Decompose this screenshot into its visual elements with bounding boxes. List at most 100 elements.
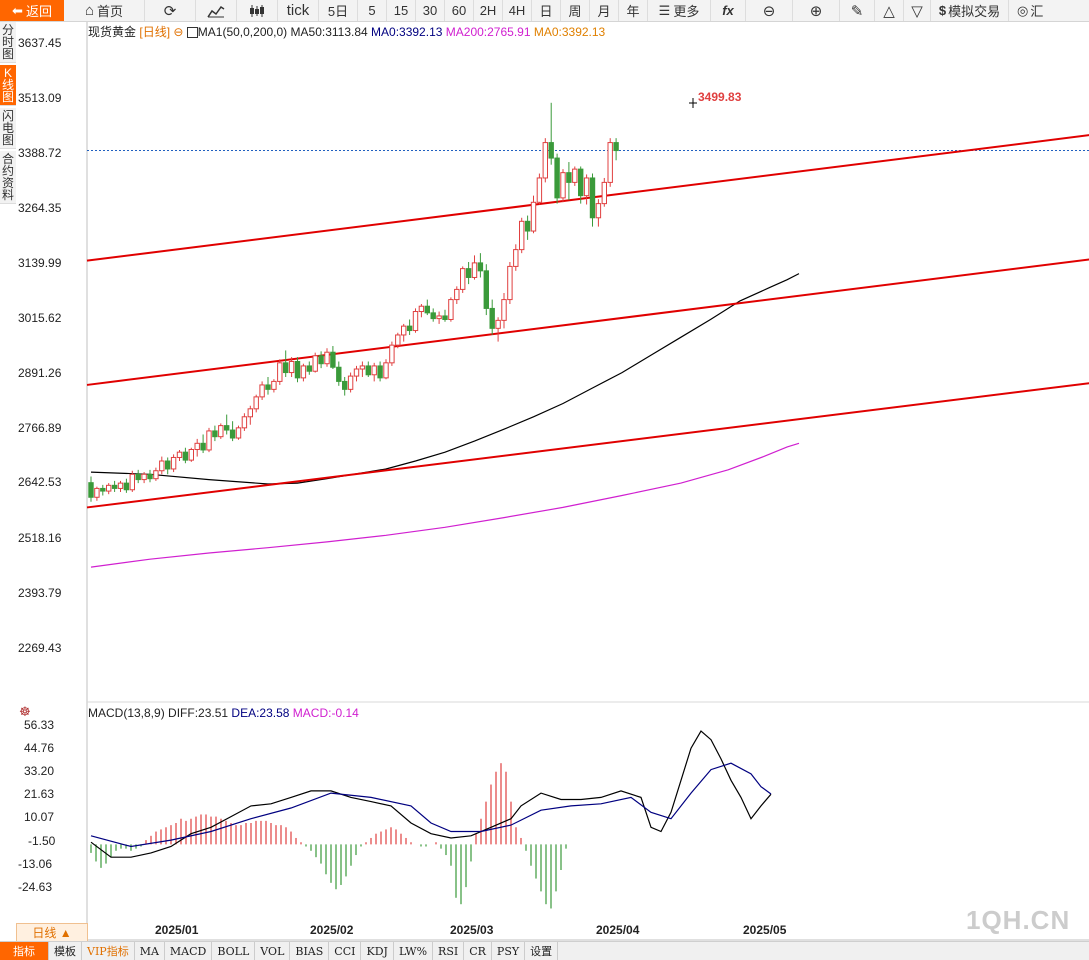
- exchange-button[interactable]: ◎ 汇: [1017, 2, 1044, 20]
- tab-vol[interactable]: VOL: [255, 942, 291, 960]
- tab-cci[interactable]: CCI: [329, 942, 362, 960]
- period-30min[interactable]: 30: [416, 0, 445, 21]
- period-year[interactable]: 年: [619, 0, 648, 21]
- candle-body: [548, 142, 554, 159]
- trend-line: [86, 258, 1089, 386]
- candle-body: [495, 319, 501, 329]
- tab-psy[interactable]: PSY: [492, 942, 526, 960]
- candle-body: [342, 380, 348, 390]
- tab-templates[interactable]: 模板: [49, 942, 82, 960]
- candle-body: [595, 203, 602, 219]
- period-60min[interactable]: 60: [445, 0, 474, 21]
- tick-button[interactable]: tick: [278, 0, 319, 21]
- tab-lw[interactable]: LW%: [394, 942, 434, 960]
- zoom-in-icon[interactable]: ⊕: [793, 0, 840, 21]
- macd-legend: MACD(13,8,9) DIFF:23.51 DEA:23.58 MACD:-…: [88, 706, 359, 720]
- tab-indicators[interactable]: 指标: [0, 942, 49, 960]
- period-tag[interactable]: [日线]: [139, 25, 171, 39]
- lock-icon: ⊖: [173, 25, 184, 39]
- triangle-down-icon[interactable]: ▽: [904, 0, 931, 21]
- period-week[interactable]: 周: [561, 0, 590, 21]
- period-2h[interactable]: 2H: [474, 0, 503, 21]
- candle-body: [436, 315, 442, 320]
- triangle-up-icon[interactable]: △: [875, 0, 904, 21]
- tab-ma[interactable]: MA: [135, 942, 165, 960]
- period-5min[interactable]: 5: [358, 0, 387, 21]
- period-5d[interactable]: 5日: [319, 0, 358, 21]
- candle-body: [460, 268, 466, 290]
- candlestick-glyph: [250, 4, 264, 17]
- period-day[interactable]: 日: [532, 0, 561, 21]
- y-tick: 2518.16: [18, 531, 62, 545]
- candle-body: [147, 473, 153, 480]
- simulated-trade-button[interactable]: $ 模拟交易: [931, 0, 1009, 21]
- y-tick: 2642.53: [18, 475, 62, 489]
- ma200-line: [90, 442, 800, 568]
- candle-body: [395, 334, 401, 346]
- candle-body: [454, 288, 460, 301]
- candle-body: [294, 360, 301, 379]
- ma200-value: MA200:2765.91: [445, 25, 531, 39]
- candle-body: [170, 456, 177, 470]
- candle-body: [477, 262, 484, 272]
- refresh-icon[interactable]: ⟳: [145, 0, 196, 21]
- tab-kline[interactable]: K线图: [0, 65, 16, 106]
- candle-body: [542, 142, 548, 179]
- period-15min[interactable]: 15: [387, 0, 416, 21]
- x-tick: 2025/03: [450, 923, 494, 937]
- period-4h[interactable]: 4H: [503, 0, 532, 21]
- top-toolbar: ⬅ 返回 ⌂ 首页 ⟳ tick 5日 5 15 30 60 2H 4H 日 周 月…: [0, 0, 1089, 22]
- candle-body: [418, 305, 425, 313]
- candle-body: [106, 484, 112, 492]
- candle-body: [424, 305, 431, 314]
- tab-contract-info[interactable]: 合约资料: [0, 151, 16, 204]
- candle-body: [229, 429, 236, 439]
- ma0-value: MA0:3392.13: [371, 25, 443, 39]
- candle-body: [188, 449, 195, 461]
- candle-body: [536, 177, 543, 203]
- macd-settings-icon[interactable]: ☸: [19, 704, 31, 719]
- tab-settings[interactable]: 设置: [525, 942, 559, 960]
- zoom-out-icon[interactable]: ⊖: [746, 0, 793, 21]
- candle-body: [123, 482, 130, 491]
- candlestick-icon[interactable]: [237, 0, 278, 21]
- macd-y-tick: -24.63: [18, 880, 53, 894]
- candle-body: [501, 299, 507, 321]
- candle-body: [448, 299, 454, 320]
- draw-pen-icon[interactable]: ✎: [840, 0, 875, 21]
- tab-bias[interactable]: BIAS: [290, 942, 330, 960]
- candle-body: [194, 442, 200, 451]
- tab-boll[interactable]: BOLL: [212, 942, 256, 960]
- candle-body: [277, 362, 283, 382]
- back-button[interactable]: ⬅ 返回: [0, 0, 64, 21]
- tab-vip-indicators[interactable]: VIP指标: [82, 942, 135, 960]
- tab-macd[interactable]: MACD: [165, 942, 213, 960]
- x-tick: 2025/04: [596, 923, 640, 937]
- y-tick: 3513.09: [18, 91, 62, 105]
- candle-body: [383, 362, 389, 379]
- tab-flash[interactable]: 闪电图: [0, 108, 16, 149]
- more-button[interactable]: ☰ 更多: [648, 0, 711, 21]
- candle-body: [94, 487, 100, 498]
- ma-settings-icon[interactable]: [186, 27, 198, 39]
- tab-rsi[interactable]: RSI: [433, 942, 465, 960]
- tab-time-sharing[interactable]: 分时图: [0, 22, 16, 63]
- tab-cr[interactable]: CR: [464, 942, 492, 960]
- period-selector[interactable]: 日线 ▲: [16, 923, 88, 942]
- back-arrow-icon: ⬅: [12, 2, 23, 18]
- tab-kdj[interactable]: KDJ: [361, 942, 394, 960]
- candle-body: [153, 470, 159, 480]
- candle-body: [389, 344, 395, 364]
- bottom-indicator-bar: 指标 模板 VIP指标 MA MACD BOLL VOL BIAS CCI KD…: [0, 941, 1089, 960]
- candle-body: [206, 430, 212, 451]
- y-tick: 2766.89: [18, 421, 62, 435]
- formula-button[interactable]: fx: [711, 0, 746, 21]
- home-button[interactable]: ⌂ 首页: [64, 0, 145, 21]
- period-month[interactable]: 月: [590, 0, 619, 21]
- y-tick: 3637.45: [18, 36, 62, 50]
- line-chart-icon[interactable]: [196, 0, 237, 21]
- candle-body: [359, 365, 366, 370]
- candle-body: [336, 366, 342, 382]
- y-tick: 2269.43: [18, 641, 62, 655]
